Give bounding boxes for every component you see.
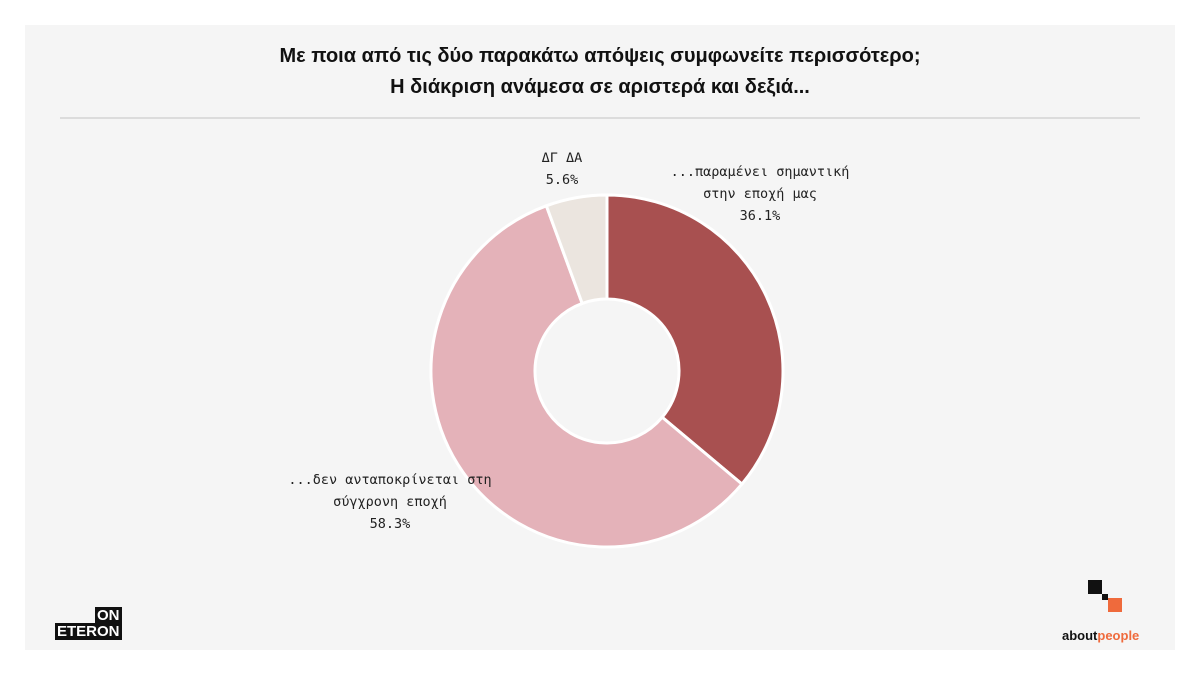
logo-left: ON ETERON <box>55 607 122 640</box>
logo-text: ETERON <box>55 623 122 640</box>
category-label: ...παραμένει σημαντική στην εποχή μας <box>670 164 850 202</box>
chart-title: Η διάκριση ανάμεσα σε αριστερά και δεξιά… <box>390 76 810 98</box>
slice-label: ...δεν ανταποκρίνεται στη σύγχρονη εποχή… <box>280 469 500 535</box>
category-label: ...δεν ανταποκρίνεται στη σύγχρονη εποχή <box>288 472 492 510</box>
separator <box>60 117 1140 119</box>
donut-slice <box>605 193 785 487</box>
value-label: 36.1% <box>739 208 781 224</box>
logo-right: aboutpeople <box>1062 628 1139 643</box>
donut-slice <box>429 203 745 549</box>
value-label: 5.6% <box>545 172 579 188</box>
logo-text: about <box>1062 628 1098 643</box>
slice-label: ΔΓ ΔΑ 5.6% <box>502 147 622 191</box>
value-label: 58.3% <box>369 516 411 532</box>
logo-text: ON <box>95 607 122 624</box>
category-label: ΔΓ ΔΑ <box>541 150 583 166</box>
logo-text: people <box>1097 628 1140 643</box>
logo-icon <box>1088 580 1122 612</box>
slice-label: ...παραμένει σημαντική στην εποχή μας 36.… <box>660 161 860 227</box>
donut-slice <box>544 193 609 306</box>
chart-title: Με ποια από τις δύο παρακάτω απόψεις συμ… <box>279 45 921 67</box>
